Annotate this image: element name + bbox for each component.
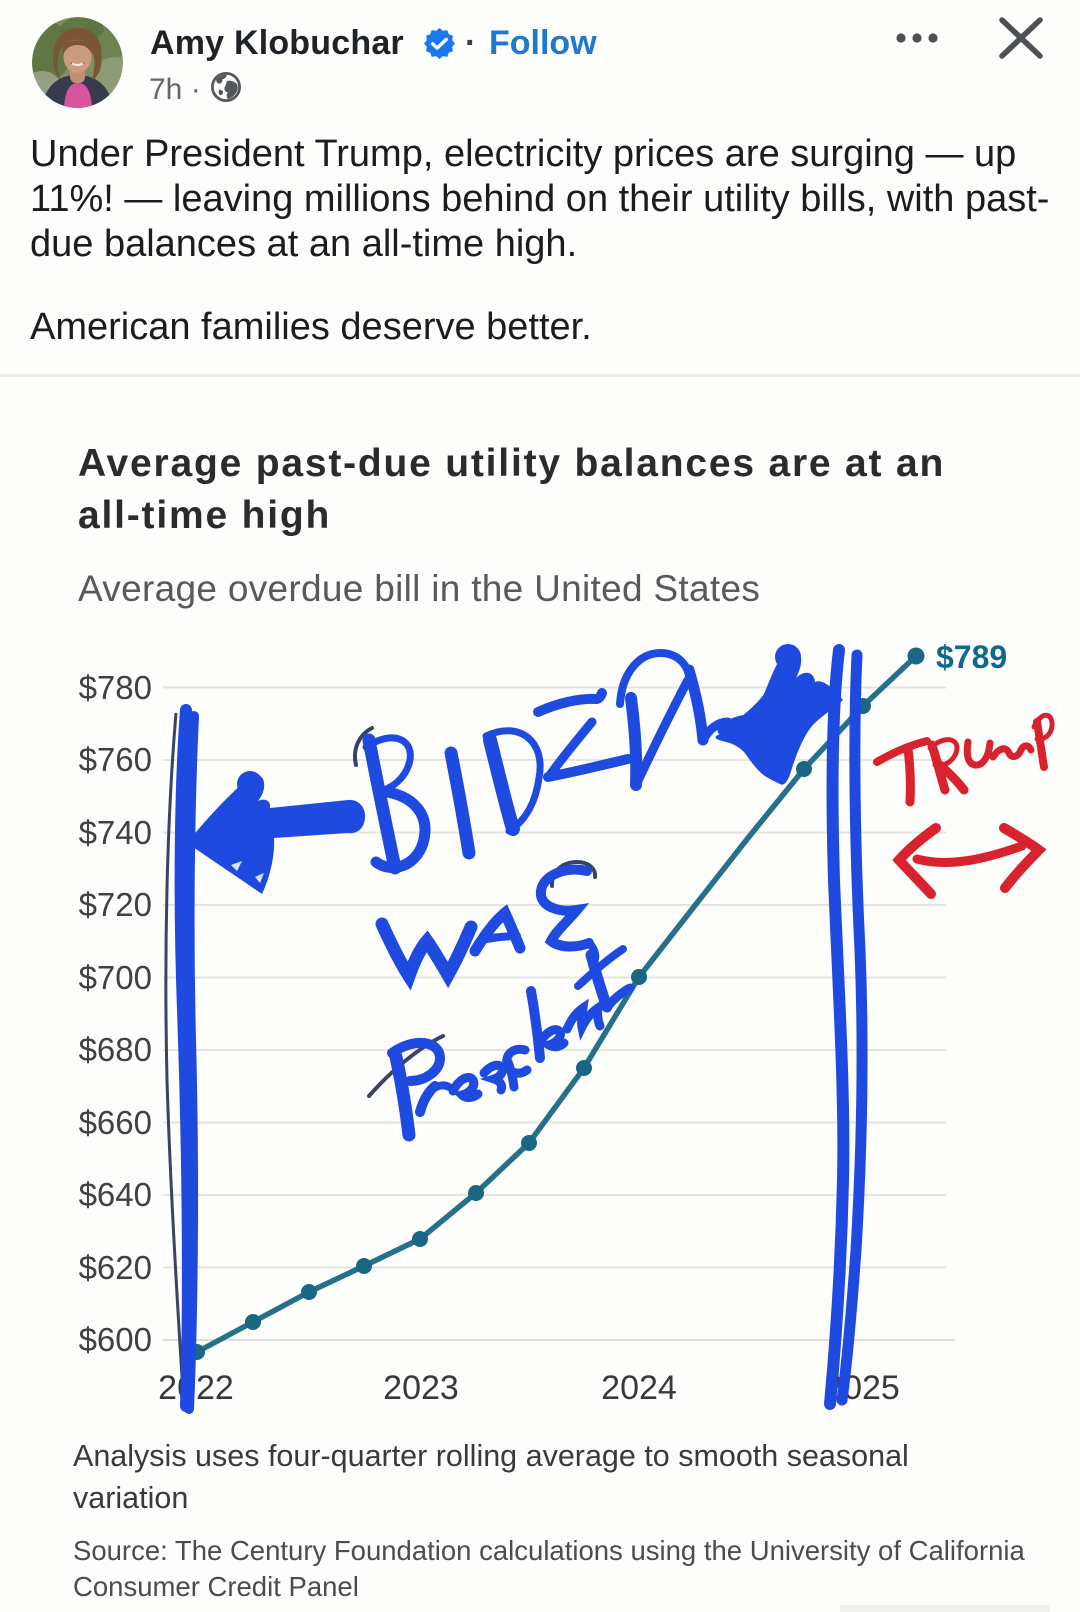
svg-text:$789: $789 [936, 639, 1007, 675]
svg-text:2022: 2022 [158, 1369, 234, 1407]
svg-text:$620: $620 [79, 1249, 152, 1286]
svg-text:$640: $640 [79, 1176, 152, 1213]
svg-text:$740: $740 [79, 814, 152, 851]
svg-text:$680: $680 [79, 1031, 152, 1068]
svg-text:$660: $660 [79, 1104, 152, 1141]
svg-text:$720: $720 [79, 886, 152, 923]
svg-text:2023: 2023 [383, 1369, 459, 1407]
svg-text:$600: $600 [79, 1321, 152, 1358]
svg-text:$780: $780 [79, 669, 152, 706]
svg-text:$760: $760 [79, 741, 152, 778]
svg-text:2024: 2024 [601, 1369, 677, 1407]
svg-text:$700: $700 [79, 959, 152, 996]
